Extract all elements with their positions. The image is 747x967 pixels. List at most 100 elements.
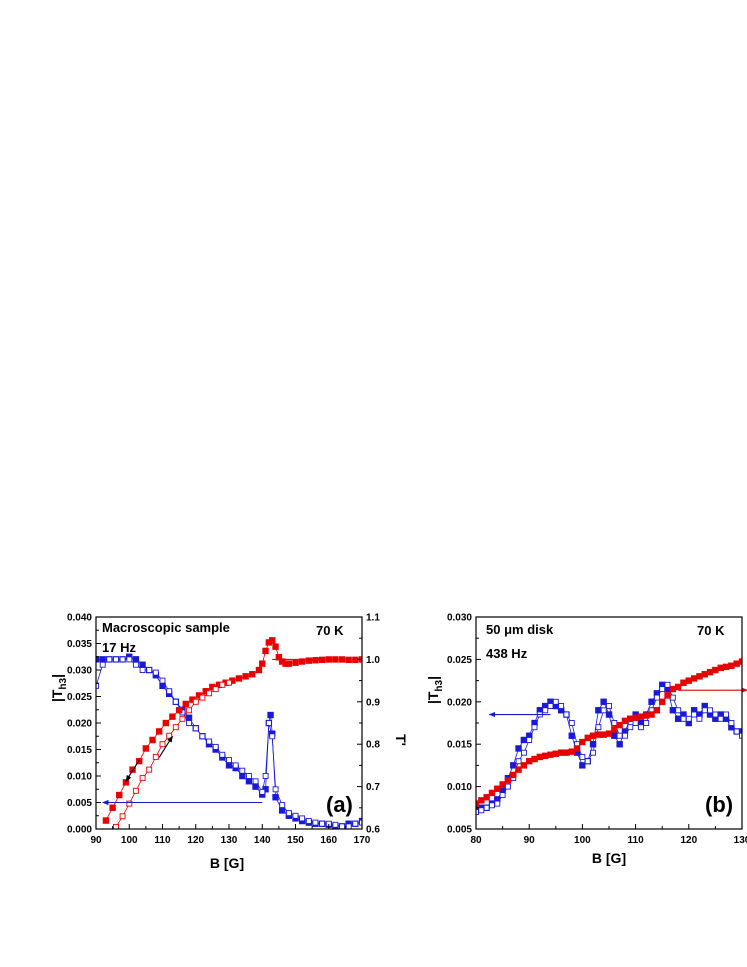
panel-b-series-2-point: [520, 762, 528, 769]
panel-a-series-1-point: [292, 812, 299, 819]
panel-a-series-1-point: [252, 778, 259, 785]
panel-b-series-2-point: [632, 714, 639, 721]
panel-b-annotation-temperature: 70 K: [697, 623, 725, 638]
panel-b-series-1-point: [563, 711, 570, 718]
panel-b-series-2-point: [648, 711, 655, 718]
panel-b-series-1-point: [552, 698, 559, 705]
panel-a-series-3-point: [146, 766, 153, 773]
panel-a-series-1-point: [279, 802, 286, 809]
panel-a-series-1-point: [265, 720, 272, 726]
panel-b-series-2-point: [680, 679, 687, 686]
panel-b-series-1-point: [499, 792, 506, 799]
panel-a-series-3-point: [212, 686, 219, 693]
panel-a-series-3-point: [179, 715, 186, 722]
panel-b-series-1-point: [627, 724, 634, 731]
panel-a-series-1-point: [285, 810, 292, 817]
panel-b-x-tick-label: 110: [628, 835, 645, 846]
panel-b-series-0-point: [589, 741, 597, 748]
panel-b-y-left-label-sub: h3: [434, 679, 445, 691]
panel-a-series-layer: [96, 637, 362, 829]
panel-b-annotation-sample: 50 μm disk: [486, 622, 554, 637]
panel-a-series-3-point: [139, 775, 146, 782]
panel-a-series-0-point: [99, 656, 106, 663]
panel-a-series-3-point: [206, 690, 213, 697]
panel-a-series-1-point: [119, 656, 126, 663]
panel-b-series-1-point: [526, 737, 533, 743]
panel-a-y-left-label-end: |: [49, 674, 65, 678]
panel-b-series-0-point: [611, 732, 618, 739]
panel-a-series-2-point: [142, 745, 150, 752]
panel-a-y-left-tick-label: 0.040: [67, 613, 92, 624]
panel-a-x-tick-label: 90: [90, 835, 102, 846]
panel-b-series-2-point: [643, 712, 650, 719]
panel-a-series-1-point: [186, 720, 193, 726]
panel-b-series-1-point: [590, 749, 596, 756]
panel-a-chart: 90 100 110 120 130 140 150 160 170 0.0000.0050.0…: [49, 613, 409, 872]
panel-a-series-2-point: [149, 736, 156, 744]
panel-b-series-1-point: [643, 720, 650, 726]
panel-a-series-1-point: [312, 819, 319, 826]
panel-b-x-ticks: 80 90 100 110 120 130: [470, 824, 747, 846]
panel-a-series-3-point: [132, 787, 139, 794]
panel-a-y-left-tick-label: 0.010: [67, 772, 92, 783]
panel-b-series-2-point: [627, 715, 634, 722]
panel-a-y-left-tick-label: 0.015: [67, 745, 92, 756]
panel-a-y-right-tick-label: 0.6: [366, 825, 380, 836]
panel-b-series-2-point: [557, 749, 565, 756]
panel-b-series-2-point: [653, 707, 661, 714]
panel-a-series-2-point: [109, 804, 116, 811]
panel-a-series-3-point: [159, 741, 166, 748]
panel-a-series-1-point: [166, 688, 173, 695]
panel-b-series-2-point: [579, 738, 586, 746]
panel-b-series-0-point: [648, 698, 655, 705]
panel-a-series-2-point: [249, 671, 256, 678]
panel-b-series-2-point: [600, 731, 607, 738]
panel-a-series-2-point: [155, 728, 163, 735]
panel-b-series-2-point: [488, 789, 496, 797]
panel-a-arrow-3: [158, 735, 173, 758]
panel-a-y-left-tick-label: 0.030: [67, 666, 92, 677]
panel-b-y-left-tick-label: 0.025: [447, 655, 472, 666]
panel-a-series-2-point: [259, 660, 266, 667]
panel-a-x-tick-label: 170: [354, 835, 371, 846]
panel-b-series-2-point: [685, 677, 692, 684]
panel-b-series-2-point: [659, 698, 666, 705]
panel-a-series-1-point: [219, 751, 226, 758]
panel-b-series-0-point: [579, 762, 586, 769]
panel-a-series-1-point: [206, 738, 213, 745]
panel-a-series-1-point: [319, 820, 326, 827]
panel-a-series-2-point: [255, 666, 263, 674]
panel-b-series-2-point: [728, 662, 735, 669]
panel-b-series-1-point: [547, 703, 554, 709]
panel-b-series-2-point: [478, 797, 485, 804]
panel-b-series-1-point: [595, 724, 602, 731]
panel-b-x-axis-label: B [G]: [592, 850, 626, 866]
panel-b-series-layer: [476, 658, 742, 815]
panel-b-series-0-point: [568, 732, 575, 739]
panel-a-series-0-point: [267, 711, 274, 719]
panel-a-series-2-point: [298, 658, 306, 665]
panel-b-series-1-point: [664, 681, 671, 688]
panel-b-series-2-point: [611, 726, 618, 733]
panel-b-series-0-point: [669, 707, 677, 714]
panel-a-arrow-layer: [101, 656, 323, 806]
panel-b-series-2-point: [536, 753, 544, 761]
panel-a-y-left-label-sub: h3: [58, 677, 69, 689]
panel-b-series-2-point: [563, 749, 570, 756]
panel-b-arrow-layer: [488, 687, 747, 718]
panel-a-y-left-tick-label: 0.035: [67, 639, 92, 650]
panel-b-series-0-point: [674, 715, 682, 722]
panel-a-series-3-point: [152, 753, 159, 760]
panel-b-y-left-label: |Th3|: [425, 676, 445, 704]
panel-a-x-axis-label: B [G]: [210, 855, 244, 871]
panel-b-series-1-point: [733, 728, 740, 735]
panel-a-series-2-point: [262, 647, 269, 655]
panel-a-series-2-point: [129, 766, 136, 773]
panel-a-series-2-point: [102, 817, 110, 824]
panel-a-series-3-point: [226, 679, 232, 686]
panel-b-series-2-point: [499, 781, 506, 788]
panel-b-series-1-point: [579, 753, 586, 760]
panel-b-series-2-point: [568, 748, 575, 755]
